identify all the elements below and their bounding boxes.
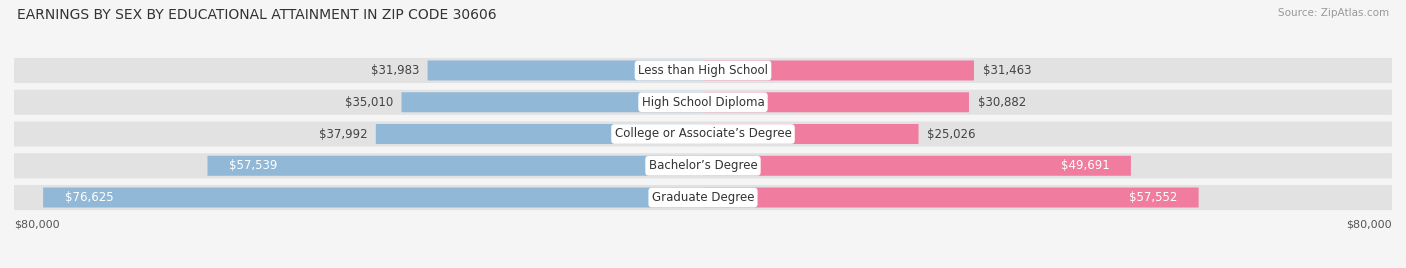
FancyBboxPatch shape bbox=[208, 156, 703, 176]
Text: $57,552: $57,552 bbox=[1129, 191, 1177, 204]
Text: Source: ZipAtlas.com: Source: ZipAtlas.com bbox=[1278, 8, 1389, 18]
Text: $31,463: $31,463 bbox=[983, 64, 1031, 77]
FancyBboxPatch shape bbox=[44, 188, 703, 207]
Text: $30,882: $30,882 bbox=[977, 96, 1026, 109]
FancyBboxPatch shape bbox=[703, 92, 969, 112]
FancyBboxPatch shape bbox=[703, 124, 918, 144]
Text: Bachelor’s Degree: Bachelor’s Degree bbox=[648, 159, 758, 172]
Text: $80,000: $80,000 bbox=[14, 220, 59, 230]
Text: College or Associate’s Degree: College or Associate’s Degree bbox=[614, 128, 792, 140]
Text: $49,691: $49,691 bbox=[1060, 159, 1109, 172]
FancyBboxPatch shape bbox=[14, 58, 1392, 83]
FancyBboxPatch shape bbox=[703, 156, 1130, 176]
FancyBboxPatch shape bbox=[402, 92, 703, 112]
FancyBboxPatch shape bbox=[375, 124, 703, 144]
FancyBboxPatch shape bbox=[427, 61, 703, 80]
Text: $76,625: $76,625 bbox=[65, 191, 114, 204]
Text: $80,000: $80,000 bbox=[1347, 220, 1392, 230]
Text: $35,010: $35,010 bbox=[344, 96, 392, 109]
Text: EARNINGS BY SEX BY EDUCATIONAL ATTAINMENT IN ZIP CODE 30606: EARNINGS BY SEX BY EDUCATIONAL ATTAINMEN… bbox=[17, 8, 496, 22]
Text: Graduate Degree: Graduate Degree bbox=[652, 191, 754, 204]
Text: $37,992: $37,992 bbox=[319, 128, 367, 140]
Text: Less than High School: Less than High School bbox=[638, 64, 768, 77]
Text: High School Diploma: High School Diploma bbox=[641, 96, 765, 109]
Text: $25,026: $25,026 bbox=[927, 128, 976, 140]
FancyBboxPatch shape bbox=[703, 188, 1199, 207]
FancyBboxPatch shape bbox=[703, 61, 974, 80]
FancyBboxPatch shape bbox=[14, 153, 1392, 178]
Text: $31,983: $31,983 bbox=[371, 64, 419, 77]
FancyBboxPatch shape bbox=[14, 185, 1392, 210]
Text: $57,539: $57,539 bbox=[229, 159, 277, 172]
FancyBboxPatch shape bbox=[14, 121, 1392, 147]
FancyBboxPatch shape bbox=[14, 90, 1392, 115]
